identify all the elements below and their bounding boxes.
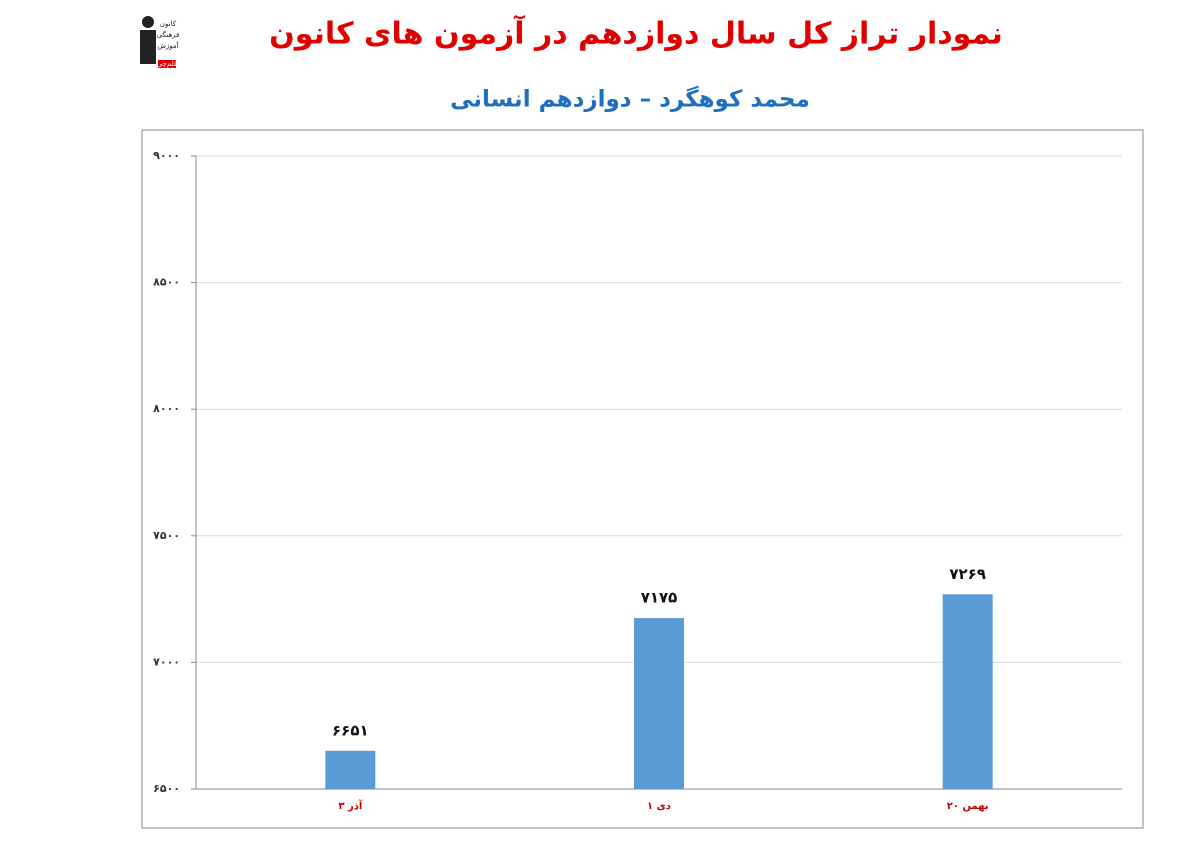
data-label: ۶۶۵۱ <box>332 721 369 739</box>
logo-text: آموزش <box>157 41 179 50</box>
bar <box>325 750 376 789</box>
x-tick-label: ۲۰ بهمن <box>947 801 989 812</box>
logo-body <box>140 30 156 64</box>
data-label: ۷۱۷۵ <box>641 589 678 607</box>
chart-subtitle: محمد کوهگرد – دوازدهم انسانی <box>450 86 810 113</box>
x-tick-label: ۳ آذر <box>338 799 362 812</box>
y-tick-label: ۷۵۰۰ <box>153 529 180 542</box>
logo-text: قلم‌چی <box>157 60 177 68</box>
logo-text: کانون <box>160 20 177 28</box>
bar <box>942 594 993 789</box>
chart-title: نمودار تراز کل سال دوازدهم در آزمون های … <box>269 15 1003 52</box>
y-tick-label: ۸۵۰۰ <box>153 276 180 289</box>
logo-text: فرهنگی <box>157 30 180 39</box>
bar <box>634 618 684 789</box>
x-tick-label: ۱ دی <box>647 801 671 812</box>
logo-band <box>158 60 176 68</box>
data-label: ۷۲۶۹ <box>949 565 986 583</box>
logo-head <box>142 16 154 28</box>
y-tick-label: ۷۰۰۰ <box>153 655 180 668</box>
y-tick-label: ۸۰۰۰ <box>153 402 180 415</box>
y-tick-label: ۹۰۰۰ <box>153 149 180 162</box>
y-tick-label: ۶۵۰۰ <box>153 782 180 795</box>
chart-frame <box>141 129 1144 829</box>
logo: کانون فرهنگی آموزش قلم‌چی <box>138 12 180 68</box>
